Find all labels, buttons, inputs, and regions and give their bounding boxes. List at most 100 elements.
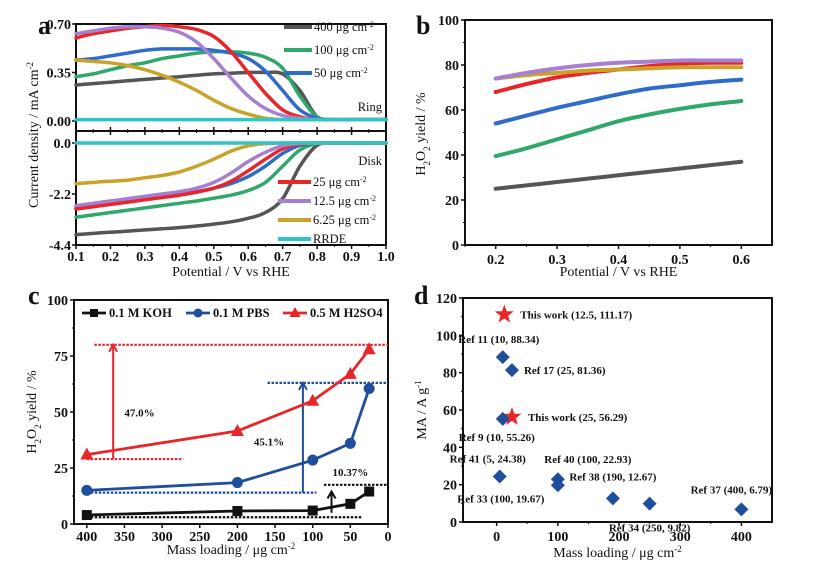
x-tick-label: 250 — [189, 530, 210, 545]
x-tick-label: 1.0 — [377, 250, 395, 265]
x-tick-label: 0.2 — [102, 250, 120, 265]
data-point-circle — [363, 382, 375, 394]
series-line — [86, 490, 370, 517]
y-tick-label: 60 — [445, 104, 459, 119]
x-tick-label: 0.5 — [671, 253, 689, 268]
x-tick-label: 300 — [152, 530, 173, 545]
axis-title-text: O — [25, 429, 40, 439]
x-tick-label: 0.3 — [548, 253, 566, 268]
data-point-triangle — [343, 366, 357, 379]
axis-title-text: H — [25, 444, 40, 454]
annotation-label: 10.37% — [332, 467, 368, 479]
axis-title: Mass loading / μg cm-2 — [553, 544, 682, 561]
annotation-arrowhead — [298, 380, 308, 391]
axis-title-text: yield / % — [414, 92, 429, 146]
point-label: This work (12.5, 111.17) — [520, 309, 632, 321]
x-tick-label: 0.7 — [274, 250, 292, 265]
axis-title: H2O2 yield / % — [25, 370, 43, 454]
legend-label-text: 400 μg cm — [314, 20, 367, 34]
axis-title-superscript: -2 — [25, 62, 35, 70]
series-line — [493, 58, 744, 81]
point-label: Ref 17 (25, 81.36) — [524, 365, 606, 377]
y-tick-label: 20 — [445, 194, 459, 209]
legend-label-superscript: -2 — [361, 66, 368, 75]
x-tick-label: 0.3 — [136, 250, 154, 265]
axis-title-subscript: 2 — [422, 146, 432, 151]
data-point-square — [307, 505, 318, 516]
legend-label: 0.1 M PBS — [213, 306, 270, 320]
legend-label-superscript: -2 — [369, 213, 376, 222]
axis-title-text: MA / A g — [415, 388, 430, 440]
y-tick-label: 20 — [443, 479, 457, 494]
y-tick-label: 25 — [54, 462, 68, 477]
legend-label: 400 μg cm-2 — [314, 20, 374, 35]
x-tick-label: 0.8 — [308, 250, 326, 265]
axis-title: Mass loading / μg cm-2 — [167, 541, 296, 558]
ring-label: Ring — [358, 100, 383, 114]
x-tick-label: 0.1 — [67, 250, 85, 265]
x-tick-label: 200 — [609, 530, 630, 545]
panel-label-b: b — [416, 11, 430, 40]
x-axis-title: Potential / V vs RHE — [172, 265, 290, 280]
panel-label-c: c — [28, 281, 40, 310]
annotation-label: 45.1% — [254, 437, 284, 449]
axis-title-subscript: 2 — [422, 161, 432, 166]
point-label: Ref 9 (10, 55.26) — [459, 432, 535, 444]
panel-label-a: a — [38, 11, 51, 40]
data-point-diamond — [492, 469, 507, 484]
annotation-arrowhead — [326, 489, 337, 500]
x-tick-label: 0.9 — [343, 250, 361, 265]
point-label: Ref 40 (100, 22.93) — [544, 454, 631, 466]
data-point-star — [502, 406, 522, 425]
legend-label-superscript: -2 — [360, 175, 367, 184]
x-axis-title: Potential / V vs RHE — [560, 265, 678, 280]
legend-label: 0.5 M H2SO4 — [310, 306, 383, 320]
data-point-diamond — [605, 491, 620, 506]
axis-title-superscript: -2 — [288, 541, 296, 551]
legend-label: 100 μg cm-2 — [314, 43, 374, 58]
axis-title-text: yield / % — [25, 370, 40, 424]
x-tick-label: 0.6 — [733, 253, 751, 268]
y-tick-label: 75 — [54, 350, 68, 365]
x-tick-label: 0 — [385, 530, 392, 545]
point-label: Ref 33 (100, 19.67) — [457, 493, 544, 505]
plot-frame — [464, 19, 773, 246]
legend-marker — [193, 308, 203, 318]
data-point-triangle — [306, 393, 320, 406]
x-tick-label: 0.6 — [239, 250, 257, 265]
axis-title-subscript: 2 — [33, 439, 43, 444]
data-point-triangle — [80, 447, 94, 460]
legend-label-text: 6.25 μg cm — [313, 213, 370, 227]
data-point-diamond — [642, 496, 657, 511]
series-line — [493, 99, 744, 159]
plot-frame — [73, 299, 389, 525]
x-tick-label: 400 — [731, 530, 752, 545]
annotation-arrowhead — [108, 342, 119, 353]
x-tick-label: 200 — [227, 530, 248, 545]
point-label: Ref 34 (250, 9.82) — [609, 523, 691, 535]
y-tick-label: -2.2 — [49, 188, 71, 203]
x-tick-label: 50 — [343, 530, 357, 545]
y-tick-label: -4.4 — [49, 239, 71, 254]
data-point-circle — [307, 454, 319, 466]
data-point-square — [81, 510, 92, 521]
y-tick-label: 100 — [47, 294, 68, 309]
legend-label: 6.25 μg cm-2 — [313, 213, 376, 228]
axis-title-superscript: -1 — [413, 380, 423, 388]
y-tick-label: 100 — [438, 14, 459, 29]
data-point-star — [494, 304, 514, 323]
axis-title-text: Mass loading / μg cm — [553, 546, 674, 561]
x-tick-label: 0.4 — [171, 250, 189, 265]
y-tick-label: 50 — [54, 406, 68, 421]
legend-label-text: RRDE — [313, 232, 347, 246]
point-label: Ref 41 (5, 24.38) — [450, 453, 526, 465]
legend-label: 12.5 μg cm-2 — [313, 194, 376, 209]
y-tick-label: 0 — [61, 518, 68, 533]
panel-a: 0.1 0.2 0.3 0.4 0.5 0.6 0.7 0.8 0.9 1.0 0.00 0.35 0.… — [25, 18, 395, 280]
series-line — [493, 65, 744, 81]
panel-d: 0 100 200 300 400 0 20 40 60 80 100 120 This work (1… — [413, 292, 773, 561]
data-point-circle — [344, 437, 356, 449]
data-point-triangle — [362, 342, 376, 355]
y-tick-label: 120 — [436, 292, 457, 307]
